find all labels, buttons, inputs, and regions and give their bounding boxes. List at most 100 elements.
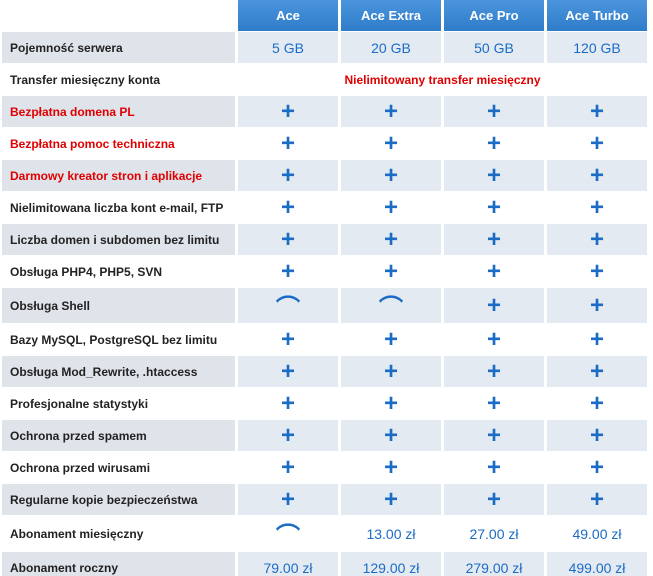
feature-icon: +: [589, 257, 604, 285]
row-label: Obsługa PHP4, PHP5, SVN: [10, 264, 163, 279]
cell-value: 27.00 zł: [469, 525, 519, 542]
feature-icon: +: [341, 224, 441, 255]
cell-value: 20 GB: [341, 32, 441, 63]
row-label: Regularne kopie bezpieczeństwa: [2, 484, 235, 515]
table-row: Abonament roczny 79.00 zł 129.00 zł 279.00 …: [2, 552, 647, 576]
feature-icon: +: [280, 257, 295, 285]
row-label: Transfer miesięczny konta: [10, 72, 161, 87]
feature-icon: +: [341, 160, 441, 191]
feature-icon: +: [444, 356, 544, 387]
feature-icon: +: [444, 288, 544, 323]
table-row: Obsługa Shell ⌒ ⌒ + +: [2, 288, 647, 323]
feature-icon: +: [280, 453, 295, 481]
cell-value: 13.00 zł: [366, 525, 416, 542]
row-label: Bezpłatna pomoc techniczna: [10, 136, 175, 151]
feature-icon: +: [444, 96, 544, 127]
feature-icon: +: [341, 356, 441, 387]
row-label: Profesjonalne statystyki: [10, 396, 149, 411]
corner: [2, 0, 235, 31]
feature-icon: +: [589, 325, 604, 353]
cell-value: 50 GB: [444, 32, 544, 63]
feature-icon: +: [238, 96, 338, 127]
feature-icon: +: [444, 484, 544, 515]
column-header: Ace Extra: [341, 0, 441, 31]
column-header: Ace Turbo: [547, 0, 647, 31]
feature-icon: +: [547, 484, 647, 515]
feature-icon: +: [486, 389, 501, 417]
cell-value: 5 GB: [238, 32, 338, 63]
cell-value: 49.00 zł: [572, 525, 622, 542]
feature-icon: +: [547, 420, 647, 451]
feature-icon: +: [547, 96, 647, 127]
feature-icon: +: [589, 389, 604, 417]
column-header: Ace: [238, 0, 338, 31]
feature-icon: +: [486, 453, 501, 481]
feature-icon: +: [444, 160, 544, 191]
table-row: Bazy MySQL, PostgreSQL bez limitu + + + +: [2, 324, 647, 355]
row-label: Ochrona przed spamem: [2, 420, 235, 451]
row-label: Bazy MySQL, PostgreSQL bez limitu: [10, 332, 218, 347]
feature-icon: +: [341, 484, 441, 515]
feature-icon: +: [238, 224, 338, 255]
table-row: Darmowy kreator stron i aplikacje + + + +: [2, 160, 647, 191]
feature-icon: +: [547, 356, 647, 387]
row-label: Obsługa Mod_Rewrite, .htaccess: [2, 356, 235, 387]
table-row: Regularne kopie bezpieczeństwa + + + +: [2, 484, 647, 515]
column-header: Ace Pro: [444, 0, 544, 31]
feature-icon: +: [589, 129, 604, 157]
cell-value: 129.00 zł: [341, 552, 441, 576]
table-row: Bezpłatna domena PL + + + +: [2, 96, 647, 127]
feature-icon: +: [341, 420, 441, 451]
feature-icon: +: [238, 160, 338, 191]
table-row: Ochrona przed spamem + + + +: [2, 420, 647, 451]
cell-value: 499.00 zł: [547, 552, 647, 576]
feature-icon: +: [589, 193, 604, 221]
row-label: Bezpłatna domena PL: [2, 96, 235, 127]
feature-icon: +: [547, 160, 647, 191]
feature-icon: +: [238, 356, 338, 387]
feature-icon: +: [383, 453, 398, 481]
feature-icon: +: [486, 193, 501, 221]
cell-value: 279.00 zł: [444, 552, 544, 576]
table-row: Liczba domen i subdomen bez limitu + + + +: [2, 224, 647, 255]
feature-icon: +: [383, 389, 398, 417]
feature-icon: +: [486, 325, 501, 353]
cell-value: 79.00 zł: [238, 552, 338, 576]
feature-icon: +: [383, 257, 398, 285]
cell-value: 120 GB: [547, 32, 647, 63]
feature-icon: +: [547, 224, 647, 255]
feature-icon: +: [547, 288, 647, 323]
feature-icon: +: [589, 453, 604, 481]
row-label: Nielimitowana liczba kont e-mail, FTP: [10, 200, 224, 215]
row-label: Liczba domen i subdomen bez limitu: [2, 224, 235, 255]
feature-icon: +: [238, 420, 338, 451]
feature-icon: ⌒: [276, 523, 300, 550]
feature-icon: +: [341, 96, 441, 127]
feature-icon: +: [280, 389, 295, 417]
feature-icon: +: [238, 484, 338, 515]
feature-icon: +: [486, 257, 501, 285]
row-label: Abonament roczny: [2, 552, 235, 576]
table-row: Ochrona przed wirusami + + + +: [2, 452, 647, 483]
row-label: Pojemność serwera: [2, 32, 235, 63]
feature-icon: +: [280, 129, 295, 157]
feature-icon: +: [383, 325, 398, 353]
feature-icon: +: [486, 129, 501, 157]
feature-icon: +: [280, 325, 295, 353]
table-row: Obsługa PHP4, PHP5, SVN + + + +: [2, 256, 647, 287]
header-row: Ace Ace Extra Ace Pro Ace Turbo: [2, 0, 647, 31]
table-row: Transfer miesięczny konta Nielimitowany t…: [2, 64, 647, 95]
feature-icon: +: [444, 224, 544, 255]
feature-icon: ⌒: [341, 288, 441, 323]
feature-icon: ⌒: [238, 288, 338, 323]
row-label: Ochrona przed wirusami: [10, 460, 151, 475]
row-label: Darmowy kreator stron i aplikacje: [2, 160, 235, 191]
table-row: Abonament miesięczny ⌒ 13.00 zł 27.00 zł 49.…: [2, 516, 647, 551]
merged-cell: Nielimitowany transfer miesięczny: [344, 72, 541, 87]
table-row: Profesjonalne statystyki + + + +: [2, 388, 647, 419]
table-row: Bezpłatna pomoc techniczna + + + +: [2, 128, 647, 159]
table-row: Obsługa Mod_Rewrite, .htaccess + + + +: [2, 356, 647, 387]
feature-icon: +: [383, 193, 398, 221]
